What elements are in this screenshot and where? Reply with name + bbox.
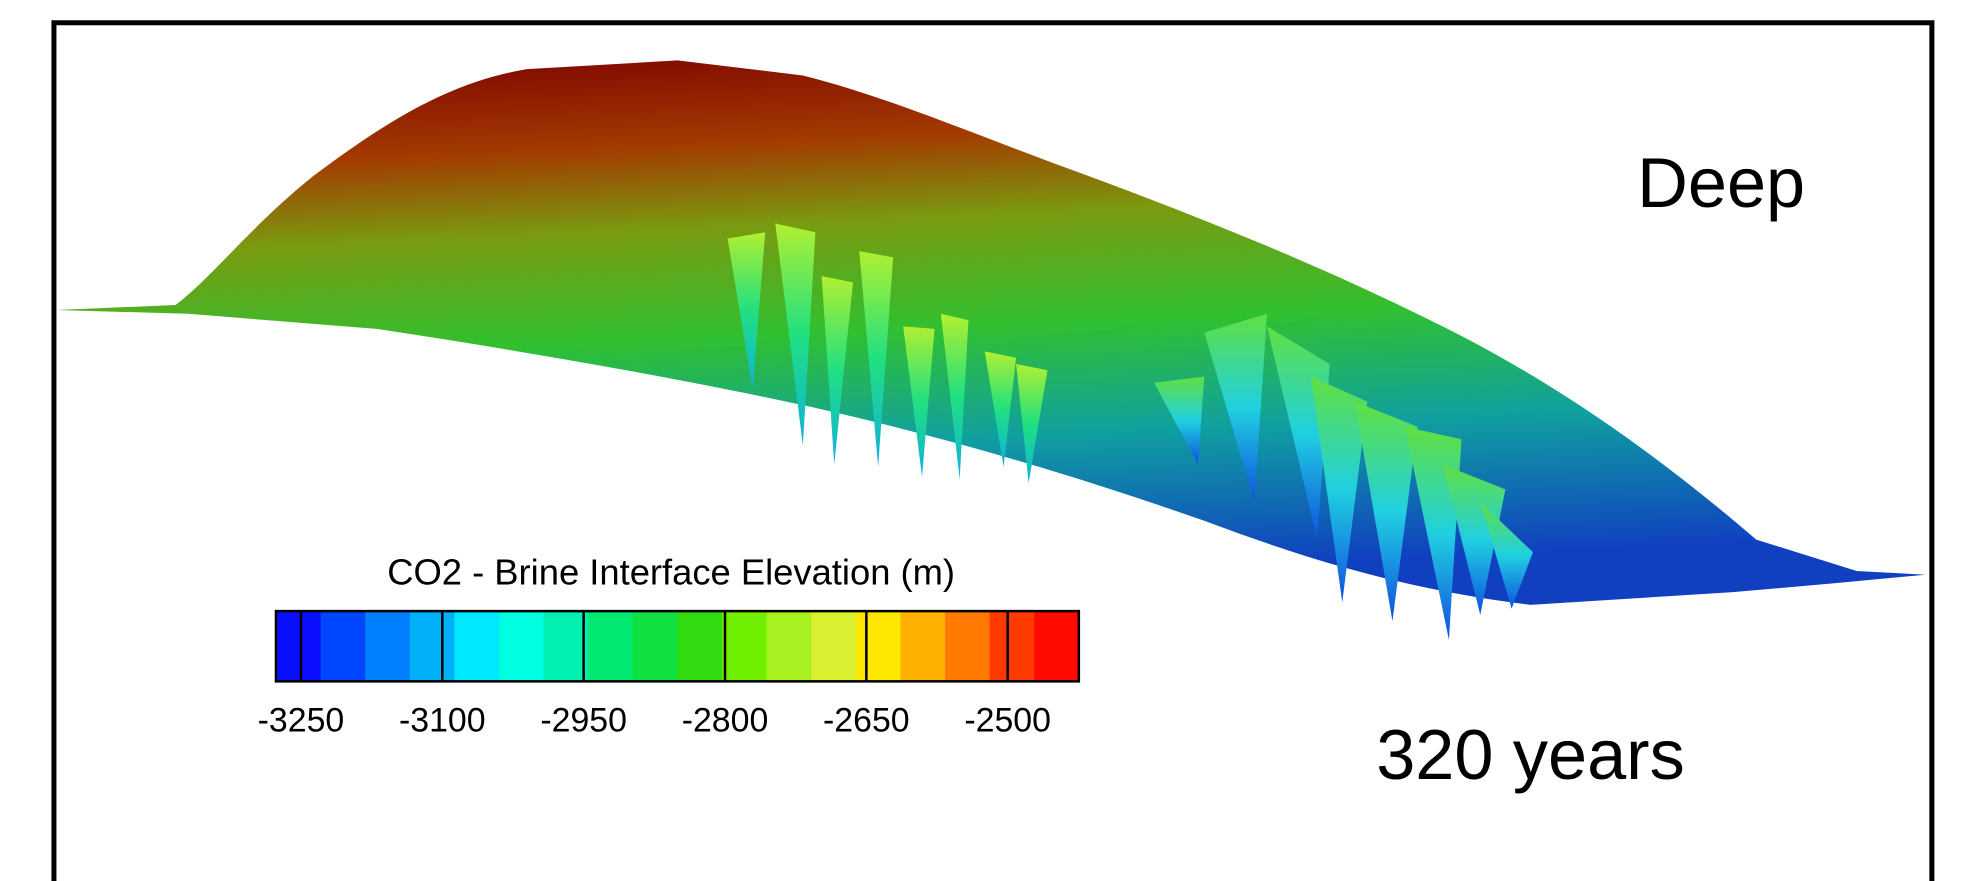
colorbar-band <box>588 611 634 682</box>
surface <box>56 60 1926 640</box>
colorbar-band <box>498 611 545 682</box>
colorbar-tick-label: -3250 <box>258 702 345 740</box>
colorbar-band <box>900 611 946 682</box>
spikes-left <box>727 223 1048 484</box>
colorbar-band <box>632 611 679 682</box>
annotation: 320 years <box>1376 715 1685 794</box>
colorbar-band <box>409 611 456 682</box>
colorbar: -3250 -3100 -2950 -2800 -2650 -2500 <box>258 609 1081 740</box>
colorbar-band <box>454 611 500 682</box>
colorbar-tick-label: -2500 <box>964 702 1051 740</box>
colorbar-band <box>855 611 902 682</box>
colorbar-band <box>543 611 589 682</box>
colorbar-tick-label: -2650 <box>823 702 910 740</box>
colorbar-band <box>275 611 322 682</box>
spikes-right <box>1154 313 1533 640</box>
annotation: Deep <box>1637 143 1805 222</box>
colorbar-band <box>365 611 411 682</box>
colorbar-band <box>1034 611 1080 682</box>
frame <box>51 20 1935 881</box>
colorbar-band <box>811 611 857 682</box>
colorbar-tick-label: -2800 <box>682 702 769 740</box>
colorbar-band <box>722 611 768 682</box>
colorbar-title: CO2 - Brine Interface Elevation (m) <box>387 551 955 592</box>
colorbar-band <box>320 611 366 682</box>
colorbar-tick-label: -3100 <box>399 702 486 740</box>
colorbar-band <box>989 611 1035 682</box>
colorbar-band <box>677 611 723 682</box>
colorbar-outline <box>274 609 1081 683</box>
colorbar-band <box>766 611 812 682</box>
colorbar-band <box>945 611 991 682</box>
colorbar-tick-label: -2950 <box>540 702 627 740</box>
